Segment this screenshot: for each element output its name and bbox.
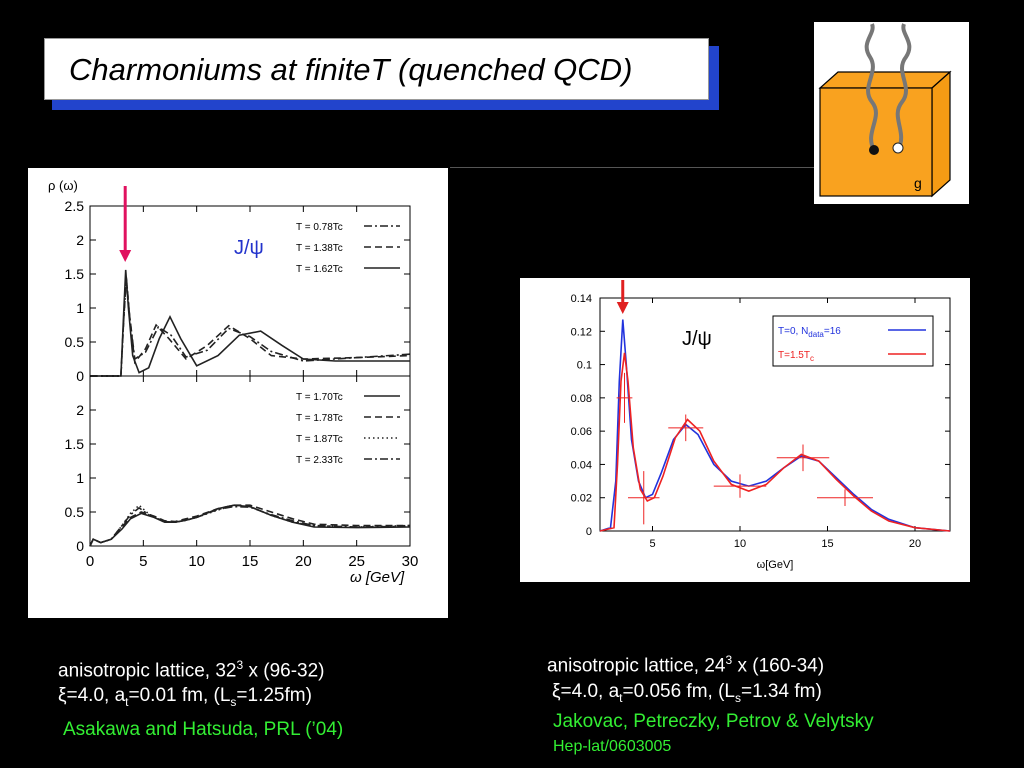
y-tick-label: 1 — [76, 300, 84, 316]
series-line — [89, 505, 411, 547]
legend-entry: T = 1.78Tc — [296, 413, 343, 424]
series-line — [89, 504, 411, 547]
y-tick-label: 0.5 — [65, 504, 85, 520]
x-tick-label: 15 — [821, 538, 833, 550]
jpsi-annotation: J/ψ — [234, 237, 264, 259]
y-tick-label: 0 — [76, 368, 84, 384]
y-tick-label: 0.04 — [571, 459, 592, 471]
x-tick-label: 15 — [242, 553, 259, 570]
series-line — [599, 319, 951, 532]
y-tick-label: 1.5 — [65, 436, 85, 452]
quark-dot — [869, 145, 879, 155]
series-line — [89, 504, 411, 547]
x-tick-label: 10 — [734, 538, 746, 550]
antiquark-dot — [892, 142, 904, 154]
series-line — [599, 352, 951, 532]
y-tick-label: 0.08 — [571, 393, 592, 405]
x-tick-label: 10 — [188, 553, 205, 570]
string-left — [864, 23, 878, 151]
cube-side-face — [931, 70, 951, 198]
y-tick-label: 2 — [76, 402, 84, 418]
left-caption-line1: anisotropic lattice, 323 x (96-32) — [58, 658, 325, 682]
legend-entry: T = 1.87Tc — [296, 434, 343, 445]
legend-entry: T = 2.33Tc — [296, 455, 343, 466]
x-axis-label: ω [GeV] — [350, 569, 405, 586]
plot-frame — [89, 205, 411, 377]
y-tick-label: 0.5 — [65, 334, 85, 350]
left-caption-line2: ξ=4.0, at=0.01 fm, (Ls=1.25fm) — [58, 685, 312, 709]
divider-line — [450, 167, 815, 168]
x-tick-label: 20 — [909, 538, 921, 550]
left-spectral-chart: ρ (ω) 0 0.5 1 1.5 2 2.5 T = 0.78Tc T = 1.38Tc T =… — [28, 168, 448, 618]
cube-top-face — [818, 71, 952, 89]
slide-title: Charmoniums at finiteT (quenched QCD) — [69, 52, 633, 87]
y-tick-label: 0.1 — [577, 360, 592, 372]
series-line — [90, 269, 410, 377]
y-tick-label: 2 — [76, 232, 84, 248]
x-tick-label: 5 — [649, 538, 655, 550]
right-caption-line2: ξ=4.0, at=0.056 fm, (Ls=1.34 fm) — [552, 681, 822, 705]
left-reference: Asakawa and Hatsuda, PRL (’04) — [63, 719, 344, 740]
x-tick-label: 20 — [295, 553, 312, 570]
right-spectral-chart: 0 0.02 0.04 0.06 0.08 0.1 0.12 0.14 5 10 15 20 ω[GeV… — [520, 278, 970, 582]
x-tick-label: 5 — [139, 553, 147, 570]
legend-box — [772, 315, 934, 367]
legend-entry: T = 1.70Tc — [296, 392, 343, 403]
right-reference-authors: Jakovac, Petreczky, Petrov & Velytsky — [553, 711, 874, 732]
y-tick-label: 2.5 — [65, 198, 85, 214]
right-caption-line1: anisotropic lattice, 243 x (160-34) — [547, 653, 825, 677]
y-tick-label: 0.12 — [571, 326, 592, 338]
x-axis-label: ω[GeV] — [757, 559, 794, 571]
lattice-box-illustration: g — [814, 22, 969, 204]
right-reference-arxiv: Hep-lat/0603005 — [553, 738, 672, 755]
title-box: Charmoniums at finiteT (quenched QCD) — [44, 38, 709, 100]
y-tick-label: 0.02 — [571, 493, 592, 505]
series-line — [89, 504, 410, 547]
plot-frame — [89, 375, 411, 547]
y-tick-label: 0.06 — [571, 426, 592, 438]
x-tick-label: 0 — [86, 553, 94, 570]
x-tick-label: 25 — [348, 553, 365, 570]
peak-arrowhead — [119, 250, 132, 262]
y-tick-label: 1 — [76, 470, 84, 486]
y-tick-label: 0 — [586, 526, 592, 538]
x-tick-label: 30 — [402, 553, 419, 570]
legend-entry: T=1.5Tc — [778, 350, 814, 363]
legend-entry: T = 1.62Tc — [296, 264, 343, 275]
string-right — [895, 23, 912, 151]
y-tick-label: 0 — [76, 538, 84, 554]
y-axis-label: ρ (ω) — [48, 178, 78, 193]
legend-entry: T = 1.38Tc — [296, 243, 343, 254]
legend-entry: T=0, Ndata=16 — [778, 326, 841, 339]
legend-entry: T = 0.78Tc — [296, 222, 343, 233]
y-tick-label: 0.14 — [571, 293, 592, 305]
y-tick-label: 1.5 — [65, 266, 85, 282]
jpsi-annotation: J/ψ — [682, 328, 712, 350]
peak-arrowhead — [616, 302, 629, 314]
box-label: g — [914, 175, 922, 191]
plot-frame — [599, 297, 951, 532]
